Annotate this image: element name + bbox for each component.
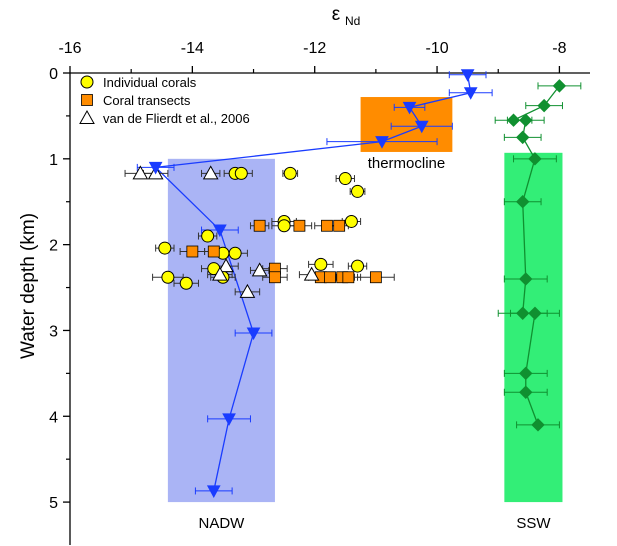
x-tick-label: -16 <box>58 40 81 57</box>
x-axis-title-symbol: ε <box>332 4 341 25</box>
legend-square-symbol <box>81 94 93 106</box>
square-marker <box>342 271 355 284</box>
x-ticks-layer: -16 -14 -12 -10 -8 <box>58 40 567 73</box>
inverted-triangle-series-line <box>154 74 472 492</box>
triangle-marker <box>303 266 320 281</box>
diamond-marker <box>519 366 533 381</box>
y-tick-label: 4 <box>49 409 58 426</box>
x-tick-label: -12 <box>303 40 326 57</box>
x-tick-label: -14 <box>181 40 204 57</box>
diamond-marker <box>528 152 542 166</box>
triangle-marker <box>218 258 234 273</box>
legend-label: Coral transects <box>103 93 191 108</box>
legend: Individual corals Coral transects van de F… <box>79 75 250 126</box>
circle-marker <box>201 229 215 243</box>
inverted-triangle-marker <box>414 120 429 134</box>
circle-marker <box>351 184 365 198</box>
legend-circle-symbol <box>80 75 94 89</box>
region-labels-layer: NADW thermocline SSW <box>198 155 551 532</box>
legend-triangle-symbol <box>79 109 95 124</box>
inverted-triangle-marker <box>206 485 221 498</box>
triangle-marker <box>239 283 256 298</box>
region-label-ssw: SSW <box>516 515 551 532</box>
square-marker <box>186 245 199 258</box>
triangle-marker <box>212 266 228 281</box>
triangle-marker <box>132 165 149 180</box>
diamond-marker <box>515 130 530 145</box>
inverted-triangle-marker <box>213 224 227 238</box>
diamond-marker <box>506 113 521 127</box>
legend-label: Individual corals <box>103 75 197 90</box>
inverted-triangle-marker <box>222 413 236 426</box>
circle-marker <box>234 166 248 180</box>
square-marker <box>253 219 266 232</box>
square-marker <box>269 271 281 284</box>
inverted-triangle-marker <box>402 101 417 115</box>
x-axis-title: ε Nd <box>332 4 361 28</box>
diamond-marker <box>519 385 533 399</box>
circle-marker <box>314 257 328 271</box>
circle-marker <box>283 166 297 180</box>
triangle-marker <box>251 262 268 277</box>
circle-marker <box>277 219 291 233</box>
square-marker <box>207 245 220 258</box>
y-tick-label: 0 <box>49 66 58 83</box>
square-marker <box>333 219 346 232</box>
inverted-triangle-marker <box>246 327 261 341</box>
diamond-marker <box>552 79 567 93</box>
square-marker <box>369 271 382 284</box>
circle-marker <box>179 276 193 290</box>
legend-label: van de Flierdt et al., 2006 <box>103 111 250 126</box>
inverted-triangle-marker <box>375 136 389 149</box>
circle-marker <box>351 259 365 273</box>
y-tick-label: 2 <box>49 238 58 255</box>
circle-marker <box>338 172 352 186</box>
inverted-triangle-marker <box>460 69 475 82</box>
square-marker <box>324 271 336 284</box>
diamond-marker <box>531 418 545 432</box>
x-tick-label: -8 <box>552 40 566 57</box>
square-marker <box>321 219 333 232</box>
diamond-marker <box>537 98 551 113</box>
circle-marker <box>158 241 172 255</box>
diamond-marker <box>515 306 530 320</box>
y-tick-label: 3 <box>49 323 58 340</box>
y-tick-label: 5 <box>49 495 58 512</box>
x-axis-title-subscript: Nd <box>345 14 360 28</box>
y-tick-label: 1 <box>49 152 58 169</box>
circle-marker <box>161 270 175 284</box>
circle-marker <box>344 214 358 228</box>
x-tick-label: -10 <box>425 40 448 57</box>
y-ticks-layer: 0 1 2 3 4 5 <box>49 66 70 512</box>
inverted-triangle-marker <box>463 87 478 100</box>
diamond-marker <box>519 272 533 286</box>
axes-layer <box>69 72 590 545</box>
diamond-marker <box>515 195 530 209</box>
square-marker <box>293 219 306 232</box>
region-nadw <box>167 158 275 503</box>
regions-layer <box>167 97 563 503</box>
y-axis-title: Water depth (km) <box>18 213 39 359</box>
markers-layer <box>132 69 567 498</box>
triangle-marker <box>202 165 219 180</box>
inverted-triangle-marker <box>148 161 163 175</box>
diamond-marker <box>519 113 533 127</box>
region-label-nadw: NADW <box>198 515 245 532</box>
region-label-thermocline: thermocline <box>368 155 446 172</box>
diamond-marker <box>528 306 542 320</box>
circle-marker <box>228 246 242 260</box>
